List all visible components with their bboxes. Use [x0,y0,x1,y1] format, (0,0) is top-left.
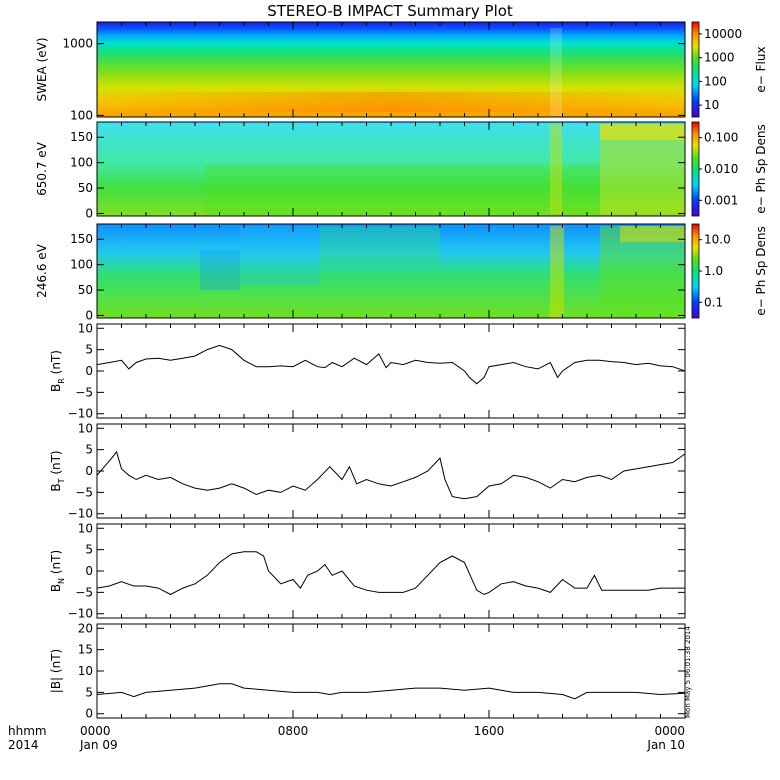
data-line [96,551,685,596]
colorbar-tick-label: 10 [704,98,719,112]
colorbar-tick-label: 0.1 [704,295,723,309]
data-line [96,450,686,500]
y-tick-label: −10 [68,607,93,621]
y-tick-label: 50 [78,283,93,297]
y-tick-label: 0 [85,707,93,721]
y-axis-label: |B| (nT) [49,649,63,693]
y-tick-label: −10 [68,407,93,421]
panel-frame [96,623,686,719]
y-tick-label: 10 [78,664,93,678]
y-tick-label: −5 [75,485,93,499]
panel-frame [96,423,686,519]
colorbar [691,121,700,217]
y-axis-label: SWEA (eV) [35,37,49,101]
y-tick-label: 15 [78,643,93,657]
y-axis-label: 246.6 eV [35,243,49,298]
spectrogram-enhancement [97,92,685,112]
colorbar-label: e− Flux [754,46,768,92]
y-axis-label: 650.7 eV [35,141,49,196]
y-tick-label: 0 [85,364,93,378]
plot-title: STEREO-B IMPACT Summary Plot [267,2,513,20]
colorbar [691,223,700,319]
y-tick-label: 1000 [62,37,93,51]
y-tick-label: 0 [85,464,93,478]
colorbar-tick-label: 1.0 [704,264,723,278]
colorbar-label: e− Ph Sp Dens [754,124,768,213]
y-tick-label: 150 [70,130,93,144]
x-tick-label: 1600 [474,724,505,738]
x-tick-label: 0800 [278,724,309,738]
data-line [96,344,686,385]
spectrogram-event [320,226,440,266]
spectrogram-fill [97,122,685,216]
y-tick-label: 0 [85,564,93,578]
y-tick-label: 10 [78,321,93,335]
y-tick-label: 50 [78,181,93,195]
y-tick-label: −5 [75,385,93,399]
panel-frame [96,323,686,419]
x-header-label: 2014 [8,738,39,752]
timestamp-label: Mon May 5 06:01:38 2014 [684,626,692,718]
y-tick-label: 0 [85,308,93,322]
y-tick-label: 5 [85,343,93,357]
y-tick-label: 100 [70,258,93,272]
spectrogram-fill [97,224,685,318]
spectrogram-event [620,226,685,242]
spectrogram-event [550,226,564,318]
y-tick-label: −10 [68,507,93,521]
y-tick-label: 100 [70,108,93,122]
y-axis-label: BT (nT) [49,450,66,491]
spectrogram-event [550,124,562,214]
y-tick-label: 5 [85,543,93,557]
colorbar-label: e− Ph Sp Dens [754,226,768,315]
y-tick-label: 0 [85,206,93,220]
colorbar-tick-label: 0.100 [704,131,738,145]
colorbar-tick-label: 100 [704,74,727,88]
y-axis-label: BR (nT) [49,350,66,392]
y-tick-label: 100 [70,156,93,170]
x-start-date: Jan 09 [79,738,118,752]
colorbar-tick-label: 0.010 [704,162,738,176]
y-axis-label: BN (nT) [49,550,66,592]
spectrogram-event [550,28,562,116]
x-tick-label: 0000 [654,724,685,738]
data-line [96,683,686,700]
colorbar-tick-label: 10000 [704,27,742,41]
spectrogram-enhancement [205,165,600,215]
y-tick-label: 5 [85,443,93,457]
spectrogram-event [200,250,240,290]
spectrogram-event [600,124,685,140]
colorbar-tick-label: 0.001 [704,193,738,207]
x-end-date: Jan 10 [646,738,685,752]
colorbar-tick-label: 1000 [704,51,735,65]
spectrogram-event [240,226,320,286]
colorbar [691,21,700,118]
y-tick-label: 10 [78,421,93,435]
x-tick-label: 0000 [80,724,111,738]
y-tick-label: 5 [85,685,93,699]
x-header-label: hhmm [8,724,47,738]
y-tick-label: 150 [70,232,93,246]
panel-frame [96,523,686,619]
y-tick-label: 10 [78,521,93,535]
y-tick-label: 20 [78,621,93,635]
y-tick-label: −5 [75,585,93,599]
colorbar-tick-label: 10.0 [704,233,731,247]
